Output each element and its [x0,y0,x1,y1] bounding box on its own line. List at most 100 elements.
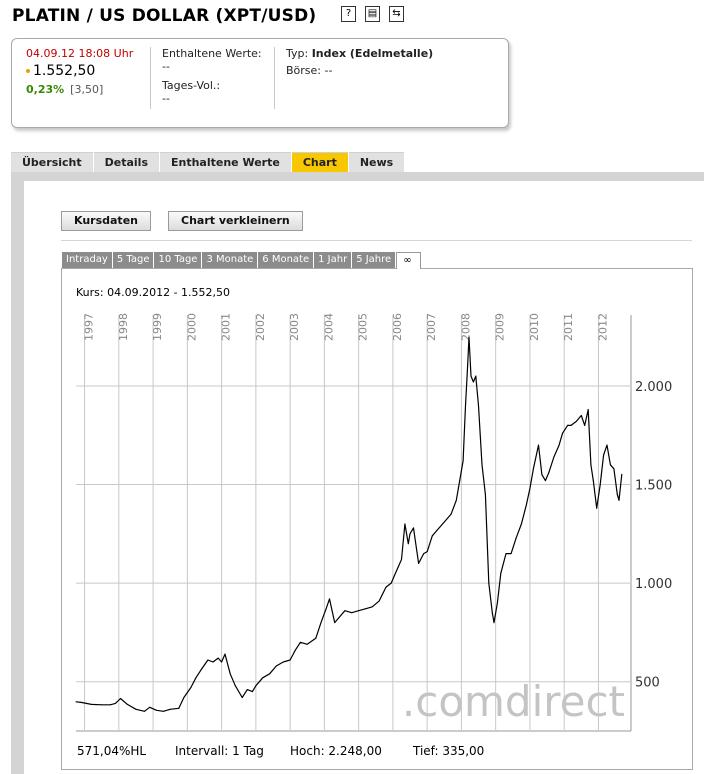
range-tab-1-jahr[interactable]: 1 Jahr [314,252,352,268]
data-point [229,673,231,675]
tab-details[interactable]: Details [93,152,159,172]
data-point [212,661,214,663]
data-point [262,677,264,679]
data-point [80,701,82,703]
tab-uebersicht[interactable]: Übersicht [11,152,93,172]
data-point [526,503,527,505]
data-point [493,622,495,624]
x-tick-label: 2001 [220,313,233,341]
footer-intervall: Intervall: 1 Tag [175,744,264,758]
data-point [183,697,185,698]
range-tab-3-monate[interactable]: 3 Monate [202,252,258,268]
help-icon[interactable]: ? [341,6,356,22]
data-point [562,432,563,434]
data-point [126,703,128,705]
change-absolute: [3,50] [70,83,104,96]
data-point [251,691,253,693]
chart-panel [61,268,693,770]
y-tick-label: 500 [635,676,660,691]
data-point [470,375,472,377]
kurs-label: Kurs: 04.09.2012 - 1.552,50 [76,286,231,299]
data-point [299,641,301,643]
data-point [334,622,336,624]
range-tab-5-tage[interactable]: 5 Tage [112,252,154,268]
x-tick-label: 2004 [322,313,335,341]
data-point [468,336,470,338]
data-point [401,559,402,560]
data-point [385,586,387,588]
data-point [351,612,353,614]
data-point [395,570,397,572]
footer-tief: Tief: 335,00 [413,744,485,758]
data-point [162,710,164,712]
info-separator [274,47,275,109]
data-point [413,527,414,529]
data-point [570,424,572,426]
range-tab-max[interactable]: ∞ [396,252,421,269]
data-point [587,409,589,411]
tab-news[interactable]: News [348,152,405,172]
chart-verkleinern-button[interactable]: Chart verkleinern [168,211,303,231]
y-tick-label: 1.000 [635,577,672,592]
data-point [553,456,555,458]
x-tick-label: 2003 [288,313,301,341]
data-point [144,710,145,712]
divider [61,240,692,241]
data-point [584,424,586,426]
data-point [418,562,420,564]
data-point [246,689,248,691]
data-point [404,523,406,525]
data-point [475,375,477,377]
data-point [269,673,271,675]
data-point [462,460,464,462]
data-point [423,553,425,555]
print-icon[interactable]: ▤ [365,6,380,22]
data-point [169,708,171,710]
data-point [616,493,618,495]
data-point [217,657,219,659]
range-tab-intraday[interactable]: Intraday [62,252,112,268]
data-point [592,480,594,482]
data-point [195,677,197,679]
data-point [109,704,111,706]
range-tab-5-jahre[interactable]: 5 Jahre [352,252,396,268]
range-tabs: Intraday 5 Tage 10 Tage 3 Monate 6 Monat… [62,252,422,269]
data-point [618,499,620,501]
quote-price-value: 1.552,50 [33,63,96,79]
data-point [190,687,192,689]
data-point [294,649,296,651]
tab-bar-underline [11,172,704,181]
data-point [390,582,392,584]
data-point [548,472,550,474]
volume-value: -- [162,92,170,105]
main-tabs: Übersicht Details Enthaltene Werte Chart… [11,152,405,172]
data-point [344,610,346,612]
data-point [282,661,284,663]
x-tick-label: 2009 [494,313,507,341]
data-point [472,381,474,383]
info-separator [150,47,151,109]
kursdaten-button[interactable]: Kursdaten [61,211,151,231]
tab-chart[interactable]: Chart [291,152,348,172]
switch-icon[interactable]: ⇆ [389,6,404,22]
x-tick-label: 2007 [425,313,438,341]
data-point [465,405,466,407]
quote-change: 0,23% [3,50] [26,83,133,96]
data-point [567,424,569,426]
range-tab-10-tage[interactable]: 10 Tage [154,252,202,268]
y-tick-label: 1.500 [635,479,672,494]
page-title: PLATIN / US DOLLAR (XPT/USD) [12,6,317,26]
x-tick-label: 1999 [151,313,164,341]
data-point [443,521,445,523]
x-tick-label: 1998 [117,313,130,341]
data-point [325,608,327,610]
tab-enthaltene-werte[interactable]: Enthaltene Werte [160,152,291,172]
range-tab-6-monate[interactable]: 6 Monate [258,252,314,268]
price-series-line [75,336,623,712]
data-point [538,444,539,446]
data-point [241,697,243,698]
data-point [75,701,77,703]
data-point [500,572,502,574]
data-point [306,643,308,645]
